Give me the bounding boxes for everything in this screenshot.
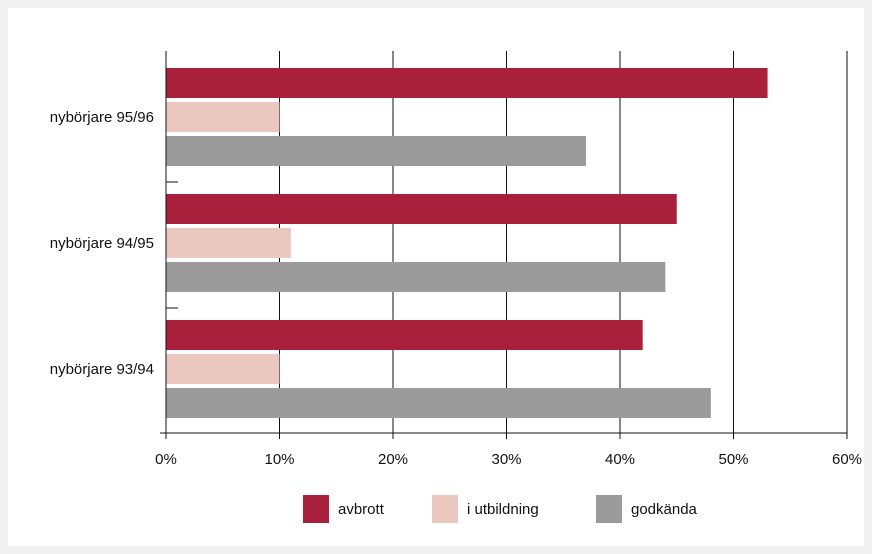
bar <box>166 194 677 224</box>
gridlines <box>279 51 848 433</box>
chart-frame: nybörjare 95/96 nybörjare 94/95 nybörjare … <box>8 8 864 546</box>
legend-swatch <box>432 495 458 523</box>
legend-label: i utbildning <box>467 501 539 518</box>
bar-chart: nybörjare 95/96 nybörjare 94/95 nybörjare … <box>50 51 862 523</box>
category-label: nybörjare 95/96 <box>50 109 154 126</box>
x-tick-label: 10% <box>264 451 294 468</box>
legend-swatch <box>596 495 622 523</box>
x-tick-label: 40% <box>605 451 635 468</box>
bar <box>166 68 768 98</box>
legend-label: avbrott <box>338 501 385 518</box>
legend-swatch <box>303 495 329 523</box>
bar <box>166 354 280 384</box>
legend-label: godkända <box>631 501 698 518</box>
bar <box>166 136 586 166</box>
axes <box>160 51 848 439</box>
bar <box>166 320 643 350</box>
bar <box>166 388 711 418</box>
legend: avbrott i utbildning godkända <box>303 495 698 523</box>
x-tick-label: 0% <box>155 451 177 468</box>
bar <box>166 262 666 292</box>
x-tick-label: 60% <box>832 451 862 468</box>
category-labels: nybörjare 95/96 nybörjare 94/95 nybörjare … <box>50 109 154 378</box>
x-tick-label: 50% <box>718 451 748 468</box>
category-label: nybörjare 93/94 <box>50 361 154 378</box>
bar <box>166 102 280 132</box>
bars <box>166 68 768 418</box>
tick-labels: 0% 10% 20% 30% 40% 50% 60% <box>155 451 862 468</box>
category-label: nybörjare 94/95 <box>50 235 154 252</box>
bar <box>166 228 291 258</box>
x-tick-label: 20% <box>378 451 408 468</box>
x-tick-label: 30% <box>491 451 521 468</box>
